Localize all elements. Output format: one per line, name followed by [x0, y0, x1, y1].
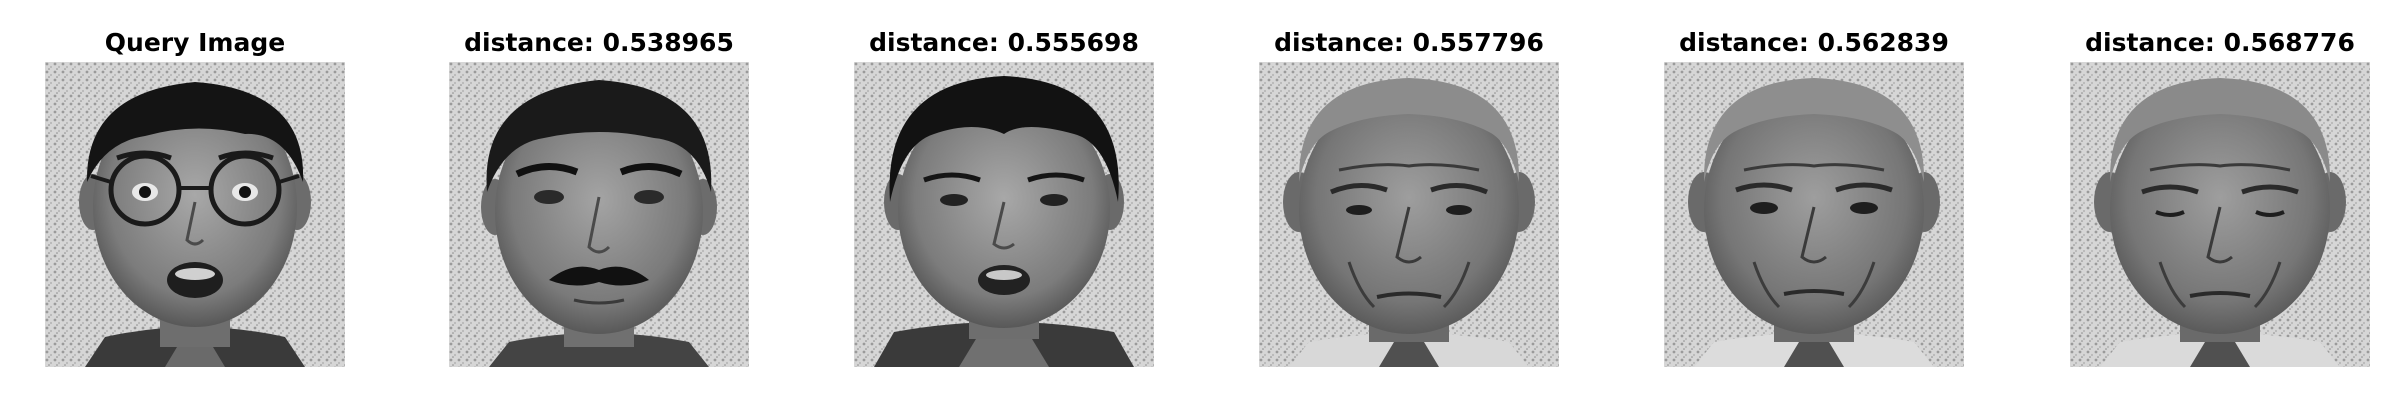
result-distance-title: distance: 0.568776: [2085, 28, 2355, 57]
query-face-image: [45, 62, 345, 367]
result-panel: distance: 0.538965: [444, 0, 754, 401]
result-face-image: [854, 62, 1154, 367]
result-face-image: [2070, 62, 2370, 367]
result-panel: distance: 0.555698: [849, 0, 1159, 401]
result-distance-title: distance: 0.557796: [1274, 28, 1544, 57]
result-panel: distance: 0.562839: [1659, 0, 1969, 401]
query-title: Query Image: [104, 28, 286, 57]
result-panel: distance: 0.557796: [1254, 0, 1564, 401]
result-face-image: [1259, 62, 1559, 367]
result-face-image: [449, 62, 749, 367]
result-panel: distance: 0.568776: [2065, 0, 2375, 401]
result-distance-title: distance: 0.538965: [464, 28, 734, 57]
query-panel: Query Image: [40, 0, 350, 401]
result-distance-title: distance: 0.555698: [869, 28, 1139, 57]
result-distance-title: distance: 0.562839: [1679, 28, 1949, 57]
result-face-image: [1664, 62, 1964, 367]
